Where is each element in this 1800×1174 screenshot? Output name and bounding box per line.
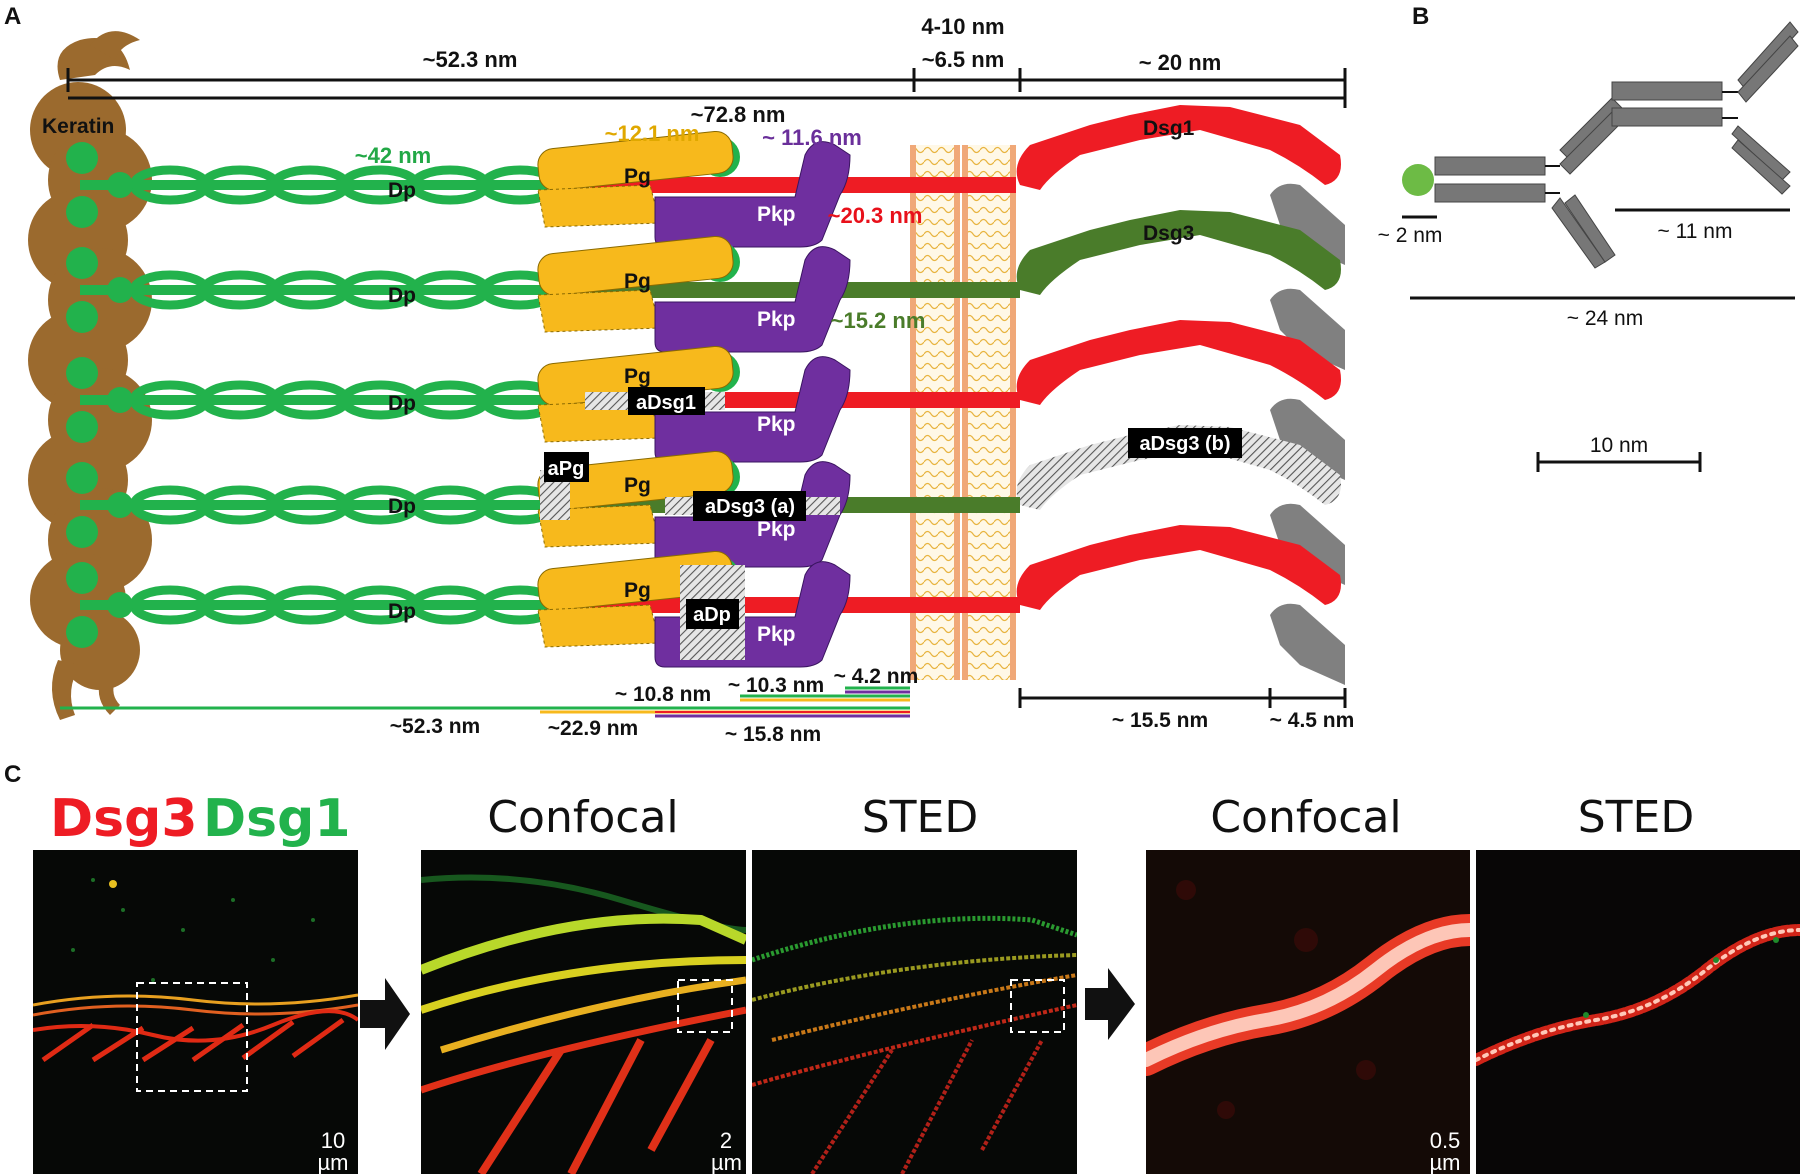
panel-b: ~ 2 nm ~ 11 nm ~ 24 nm 10 nm bbox=[1378, 21, 1799, 472]
legend-dsg1: Dsg1 bbox=[203, 789, 351, 849]
micrograph-sted-1 bbox=[752, 850, 1077, 1174]
dim-4-2: ~ 4.2 nm bbox=[834, 665, 919, 688]
membrane-left-leaflet bbox=[912, 145, 958, 680]
apg-label: aPg bbox=[548, 458, 585, 480]
legend-dsg3: Dsg3 bbox=[50, 789, 198, 849]
scalebar-10um: 10 µm bbox=[317, 1128, 349, 1174]
pg-label-5: Pg bbox=[624, 579, 651, 602]
pkp-label-3: Pkp bbox=[757, 413, 796, 436]
dim-top-6-5: ~6.5 nm bbox=[922, 47, 1005, 72]
dim-top-20: ~ 20 nm bbox=[1139, 50, 1222, 75]
membrane-right-leaflet bbox=[966, 145, 1016, 680]
zoom-arrow-1 bbox=[360, 978, 410, 1050]
dim-15-8: ~ 15.8 nm bbox=[725, 723, 821, 746]
pg-label-1: Pg bbox=[624, 165, 651, 188]
panel-a: Keratin bbox=[28, 14, 1354, 746]
dim-15-2: ~15.2 nm bbox=[831, 308, 926, 333]
pkp-label-2: Pkp bbox=[757, 308, 796, 331]
dp-label-2: Dp bbox=[388, 284, 416, 307]
pkp-label-4: Pkp bbox=[757, 518, 796, 541]
dim-11nm: ~ 11 nm bbox=[1658, 220, 1733, 243]
dim-2nm: ~ 2 nm bbox=[1378, 224, 1443, 247]
panel-label-a: A bbox=[4, 3, 21, 30]
dp-label-3: Dp bbox=[388, 392, 416, 415]
dim-15-5: ~ 15.5 nm bbox=[1112, 709, 1208, 732]
adsg3a-label: aDsg3 (a) bbox=[705, 496, 795, 518]
adsg1-tag: aDsg1 bbox=[628, 387, 705, 415]
dim-20-3: ~20.3 nm bbox=[828, 203, 923, 228]
dim-12-1: ~12.1 nm bbox=[605, 121, 700, 146]
title-sted-1: STED bbox=[862, 792, 979, 843]
dim-22-9: ~22.9 nm bbox=[548, 717, 638, 740]
pkp-label-1: Pkp bbox=[757, 203, 796, 226]
panel-label-b: B bbox=[1412, 3, 1429, 30]
fluorophore-dot bbox=[1402, 164, 1434, 196]
scalebar-0-5um: 0.5 µm bbox=[1429, 1128, 1461, 1174]
bottom-dimension-bars bbox=[60, 686, 1347, 718]
adsg3b-hatch bbox=[1016, 425, 1341, 510]
scale-10nm: 10 nm bbox=[1590, 434, 1648, 457]
dim-10-3: ~ 10.3 nm bbox=[728, 674, 824, 697]
micrograph-sted-2 bbox=[1476, 850, 1800, 1174]
dp-label-4: Dp bbox=[388, 495, 416, 518]
title-confocal-1: Confocal bbox=[487, 792, 678, 843]
dim-11-6: ~ 11.6 nm bbox=[762, 125, 862, 150]
dim-bot-52: ~52.3 nm bbox=[390, 715, 480, 738]
dim-4-5: ~ 4.5 nm bbox=[1270, 709, 1355, 732]
adp-tag: aDp bbox=[686, 599, 739, 629]
dim-24nm: ~ 24 nm bbox=[1567, 307, 1643, 330]
adsg3a-tag: aDsg3 (a) bbox=[693, 491, 806, 521]
title-confocal-2: Confocal bbox=[1210, 792, 1401, 843]
apg-tag: aPg bbox=[544, 452, 589, 482]
adsg3b-tag: aDsg3 (b) bbox=[1128, 428, 1242, 458]
dim-10-8: ~ 10.8 nm bbox=[615, 683, 711, 706]
dim-42: ~42 nm bbox=[355, 143, 431, 168]
micrograph-confocal-2: 0.5 µm bbox=[1146, 850, 1470, 1174]
zoom-arrow-2 bbox=[1085, 968, 1135, 1040]
micrograph-overview: 10 µm bbox=[33, 850, 358, 1174]
micrograph-confocal-1: 2 µm bbox=[421, 850, 746, 1174]
top-dimension-bars bbox=[66, 68, 1347, 108]
keratin-label: Keratin bbox=[42, 115, 114, 138]
adp-label: aDp bbox=[693, 604, 731, 626]
adsg3b-label: aDsg3 (b) bbox=[1139, 433, 1230, 455]
desmosome-row-2 bbox=[66, 210, 1345, 370]
title-sted-2: STED bbox=[1578, 792, 1695, 843]
panel-label-c: C bbox=[4, 761, 21, 788]
pg-label-3: Pg bbox=[624, 365, 651, 388]
scalebar-2um: 2 µm bbox=[711, 1128, 743, 1174]
dsg3-label: Dsg3 bbox=[1143, 222, 1194, 245]
pg-label-4: Pg bbox=[624, 474, 651, 497]
membrane-headgroups bbox=[910, 145, 1016, 680]
desmosome-row-1 bbox=[66, 105, 1345, 265]
dsg1-label: Dsg1 bbox=[1143, 117, 1195, 140]
dim-top-4-10: 4-10 nm bbox=[921, 14, 1004, 39]
panel-c-legend: Dsg3 Dsg1 bbox=[50, 789, 351, 849]
pkp-label-5: Pkp bbox=[757, 623, 796, 646]
adsg1-label: aDsg1 bbox=[636, 392, 696, 414]
dim-72-8: ~72.8 nm bbox=[691, 102, 786, 127]
dim-top-52: ~52.3 nm bbox=[423, 47, 518, 72]
dp-label-5: Dp bbox=[388, 600, 416, 623]
dp-label-1: Dp bbox=[388, 179, 416, 202]
pg-label-2: Pg bbox=[624, 270, 651, 293]
